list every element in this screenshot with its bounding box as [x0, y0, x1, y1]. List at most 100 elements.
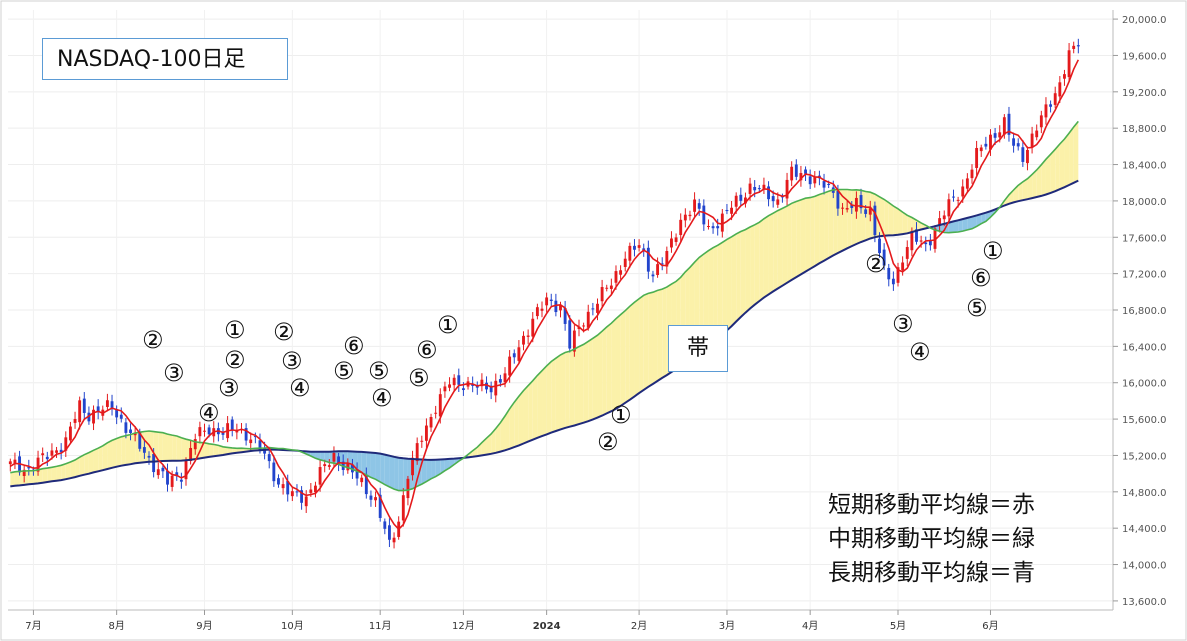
candle-body: [401, 495, 405, 521]
candle-body: [688, 214, 692, 217]
band-segment: [389, 455, 395, 490]
candle-body: [41, 453, 45, 456]
band-segment: [361, 451, 367, 475]
y-tick-label: 20,000.0: [1122, 15, 1167, 26]
band-segment: [958, 219, 963, 232]
band-segment: [1064, 133, 1070, 188]
band-segment: [583, 341, 589, 423]
candle-body: [508, 356, 512, 376]
candle-body: [744, 197, 747, 204]
x-tick-label: 10月: [281, 620, 304, 632]
candle-body: [637, 245, 641, 248]
legend-mid-ma: 中期移動平均線＝緑: [828, 526, 1035, 552]
candle-body: [235, 430, 239, 433]
legend-short-ma: 短期移動平均線＝赤: [828, 492, 1035, 518]
annotation-number: ④: [909, 338, 931, 366]
candle-body: [563, 308, 567, 324]
candle-body: [179, 479, 183, 482]
candle-body: [1072, 45, 1076, 49]
candle-body: [337, 456, 341, 464]
band-segment: [810, 196, 815, 269]
y-tick-label: 18,800.0: [1122, 124, 1167, 135]
band-segment: [634, 298, 640, 397]
candle-body: [845, 208, 849, 210]
candle-body: [753, 186, 757, 191]
band-segment: [652, 290, 658, 384]
candle-body: [952, 196, 955, 198]
band-segment: [28, 470, 34, 485]
y-tick-label: 19,200.0: [1122, 88, 1167, 99]
band-segment: [477, 442, 482, 457]
band-segment: [47, 467, 52, 483]
band-segment: [1073, 121, 1079, 183]
candle-body: [318, 467, 322, 485]
band-segment: [537, 370, 543, 438]
candle-body: [938, 218, 942, 226]
band-segment: [532, 375, 538, 440]
candle-body: [152, 453, 156, 473]
band-segment: [736, 231, 741, 322]
candle-body: [438, 394, 442, 417]
candle-body: [1058, 82, 1062, 97]
candle-body: [942, 215, 946, 220]
band-segment: [805, 197, 811, 272]
candle-body: [258, 440, 262, 451]
candle-body: [628, 245, 632, 261]
band-segment: [615, 314, 621, 409]
candle-body: [383, 521, 387, 529]
band-segment: [657, 289, 663, 381]
candle-body: [665, 250, 669, 267]
band-segment: [773, 210, 778, 292]
band-segment: [14, 471, 20, 486]
candle-body: [392, 537, 396, 543]
band-segment: [574, 346, 579, 426]
band-segment: [717, 242, 723, 339]
candle-body: [512, 353, 516, 358]
band-segment: [625, 306, 630, 403]
candle-body: [1053, 93, 1057, 105]
band-segment: [370, 452, 376, 480]
band-segment: [1069, 126, 1074, 185]
band-segment: [981, 212, 986, 224]
candle-body: [147, 455, 151, 458]
candle-body: [369, 495, 373, 500]
band-segment: [1041, 159, 1046, 196]
candle-body: [924, 242, 928, 245]
candle-body: [739, 194, 743, 201]
candle-body: [609, 285, 613, 289]
candle-body: [267, 454, 271, 462]
candle-body: [22, 469, 26, 476]
annotation-number: ③: [163, 359, 185, 387]
candle-body: [725, 210, 729, 212]
candle-body: [314, 485, 317, 493]
band-segment: [320, 451, 325, 461]
annotation-number: ⑤: [966, 294, 988, 322]
band-segment: [726, 236, 732, 331]
band-segment: [528, 380, 533, 442]
band-segment: [98, 445, 103, 472]
long-ma-line: [10, 179, 1079, 488]
band-segment: [708, 247, 714, 346]
candle-body: [184, 460, 188, 480]
candle-body: [827, 184, 831, 186]
annotation-number: ①: [224, 316, 246, 344]
band-segment: [546, 361, 552, 435]
candle-body: [794, 164, 798, 177]
band-segment: [366, 452, 371, 478]
x-tick-label: 2月: [631, 620, 647, 632]
band-segment: [121, 435, 126, 466]
mid-ma-line: [10, 120, 1079, 492]
candle-body: [498, 379, 502, 383]
candle-body: [693, 199, 697, 212]
candle-body: [975, 147, 979, 168]
band-segment: [865, 191, 871, 241]
candle-body: [59, 449, 63, 453]
band-segment: [902, 212, 908, 235]
candle-body: [790, 166, 794, 181]
candles: [8, 38, 1080, 549]
candle-body: [457, 375, 461, 385]
candle-body: [452, 377, 456, 386]
y-tick-label: 15,200.0: [1122, 451, 1167, 462]
candle-body: [873, 205, 877, 236]
candle-body: [355, 469, 359, 479]
